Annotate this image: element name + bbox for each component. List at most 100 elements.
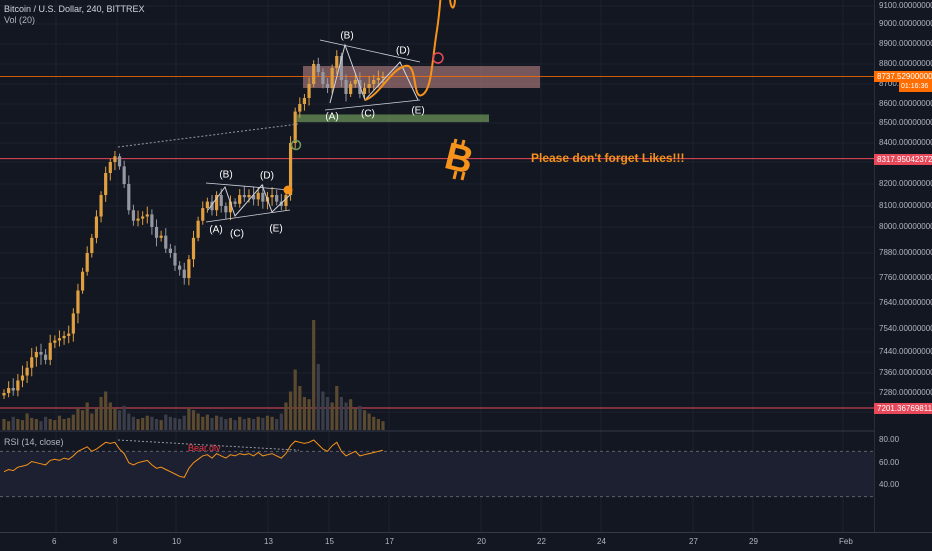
price-tick: 7540.00000000 [879, 324, 932, 333]
candle-body [330, 68, 334, 88]
candle-body [215, 195, 219, 211]
volume-bar [164, 414, 168, 430]
price-tick: 9100.00000000 [879, 1, 932, 10]
rsi-tick: 60.00 [879, 457, 900, 467]
time-tick: 8 [113, 537, 118, 546]
candle-body [94, 216, 99, 238]
candle-body [25, 367, 29, 376]
volume-bar [80, 410, 85, 430]
volume-bar [242, 419, 246, 430]
volume-bar [48, 419, 52, 430]
candle-body [2, 393, 6, 396]
volume-bar [154, 419, 159, 430]
candle-body [131, 210, 136, 221]
candle-body [168, 248, 172, 253]
candle-body [117, 156, 122, 167]
candle-body [307, 84, 311, 98]
retest-marker-icon [290, 139, 302, 151]
candle-body [321, 72, 325, 84]
candle-body [145, 214, 149, 217]
candle-body [53, 340, 57, 343]
volume-bar [108, 402, 112, 430]
candle-body [80, 271, 85, 291]
time-tick: Feb [839, 537, 853, 546]
volume-bar [11, 416, 15, 430]
volume-bar [270, 416, 274, 430]
candle-body [224, 206, 228, 213]
volume-bar [238, 416, 242, 430]
bear-divergence-label: Bear.div [188, 443, 221, 453]
volume-bar [7, 421, 11, 430]
volume-bar [215, 415, 219, 430]
price-tag: 8737.52900000 [874, 71, 932, 83]
volume-bar [256, 416, 260, 430]
big-triangle-top [319, 39, 421, 63]
candle-body [71, 313, 75, 334]
volume-bar [219, 416, 223, 430]
time-tick: 13 [264, 537, 273, 546]
candle-body [233, 201, 237, 204]
candle-body [196, 220, 200, 238]
candle-body [76, 290, 80, 314]
time-axis[interactable]: 6 8 10 13 15 17 20 22 24 27 29 Feb [0, 532, 932, 551]
wave-label: (E) [269, 223, 283, 235]
price-tick: 7640.00000000 [879, 298, 932, 307]
volume-bar [159, 420, 163, 430]
time-tick: 10 [172, 537, 181, 546]
volume-bar [150, 416, 154, 430]
bitcoin-logo-letter: B [441, 137, 478, 181]
price-tick: 8200.00000000 [879, 179, 932, 188]
candle-body [30, 357, 34, 368]
volume-bar [191, 410, 196, 430]
volume-bar [127, 413, 131, 430]
time-tick: 22 [537, 537, 546, 546]
rsi-tick: 40.00 [879, 480, 900, 490]
candle-body [39, 352, 43, 355]
volume-bar [362, 410, 367, 430]
volume-bar [233, 420, 237, 430]
rsi-legend: RSI (14, close) [4, 437, 64, 447]
price-tick: 7880.00000000 [879, 248, 932, 257]
candle-body [11, 388, 15, 391]
volume-bar [381, 421, 385, 430]
projection-curve [364, 0, 456, 101]
price-tick: 8500.00000000 [879, 118, 932, 127]
candle-body [298, 104, 302, 112]
candle-body [113, 156, 117, 162]
price-tick: 8900.00000000 [879, 39, 932, 48]
volume-bar [30, 417, 34, 430]
volume-bar [117, 410, 122, 430]
candle-body [284, 195, 288, 206]
candle-body [187, 259, 191, 278]
wave-label: (C) [361, 108, 375, 120]
volume-bar [94, 408, 99, 430]
candle-body [238, 195, 242, 204]
wave-label: (A) [325, 111, 339, 123]
volume-bar [71, 414, 75, 430]
volume-bar [67, 417, 71, 430]
candle-body [150, 214, 154, 227]
volume-bar [16, 419, 20, 430]
candle-body [210, 201, 214, 211]
candle-body [127, 184, 131, 211]
volume-bar [173, 417, 177, 430]
candle-body [261, 192, 265, 202]
volume-bar [251, 419, 256, 430]
candle-body [353, 80, 357, 84]
target-marker-icon [432, 52, 444, 64]
candle-body [7, 388, 11, 393]
volume-bar [353, 408, 357, 430]
volume-bar [131, 416, 136, 430]
volume-bar [182, 415, 186, 430]
candle-body [99, 195, 103, 217]
volume-bar [178, 419, 182, 430]
bitcoin-logo-icon: B [441, 137, 478, 181]
volume-bar [376, 419, 380, 430]
wave-label: (D) [396, 45, 410, 57]
bar-countdown: 01:16:36 [899, 82, 932, 92]
wave-label: (C) [230, 228, 244, 240]
price-tag: 8317.95042372 [874, 153, 932, 165]
rsi-tick: 80.00 [879, 435, 900, 444]
